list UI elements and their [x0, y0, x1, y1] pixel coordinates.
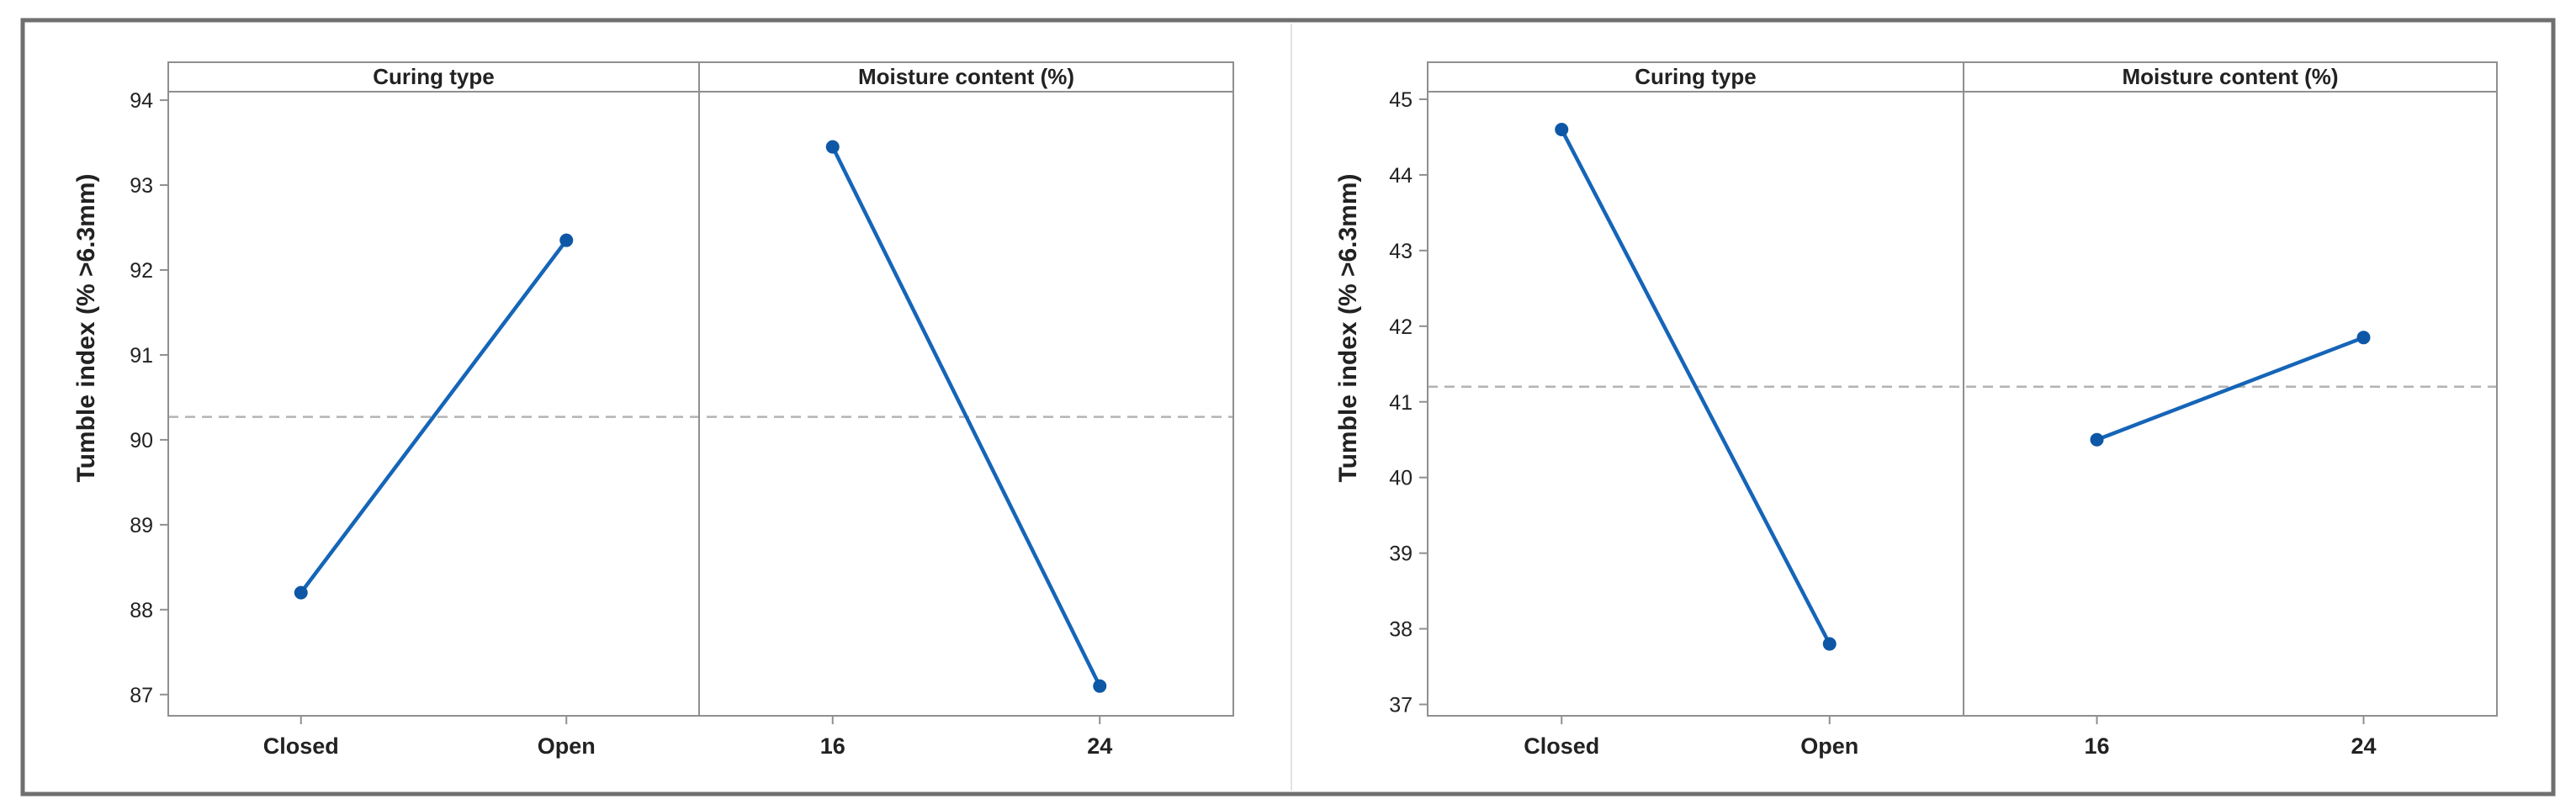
y-tick-label: 92	[130, 259, 153, 283]
series-line	[1560, 128, 1831, 645]
panel-frame	[698, 91, 1234, 717]
x-tick-label: Closed	[1524, 733, 1599, 759]
y-tick-label: 88	[130, 599, 153, 622]
panel-title: Moisture content (%)	[858, 64, 1074, 89]
y-tick-label: 45	[1389, 88, 1413, 112]
y-tick-label: 87	[130, 684, 153, 707]
panel-strip	[167, 61, 700, 93]
panel-1: Curing type Closed Open	[1427, 61, 1964, 759]
y-tick-label: 37	[1389, 694, 1413, 717]
data-point	[1822, 637, 1837, 651]
y-tick-label: 40	[1389, 467, 1413, 490]
y-tick-label: 38	[1389, 618, 1413, 642]
chart-1: Tumble index (% >6.3mm) 87 88 89 90 91 92 93 94 C…	[72, 61, 1234, 759]
series-line	[2096, 336, 2365, 442]
charts-layer: Tumble index (% >6.3mm) 87 88 89 90 91 92 93 94 C…	[72, 61, 2498, 759]
panel-2: Moisture content (%) 16 24	[1963, 61, 2498, 759]
x-tick-label: Open	[1800, 733, 1858, 759]
x-tick-label: 16	[2084, 733, 2109, 759]
data-point	[2090, 432, 2104, 447]
y-tick-label: 41	[1389, 391, 1413, 415]
data-point	[2356, 331, 2371, 345]
y-tick-label: 91	[130, 344, 153, 368]
y-tick-label: 90	[130, 429, 153, 453]
series-line	[830, 146, 1102, 687]
panel-1: Curing type Closed Open	[167, 61, 700, 759]
figure-border	[20, 18, 2556, 797]
panel-title: Moisture content (%)	[2122, 64, 2338, 89]
panel-strip	[698, 61, 1234, 93]
y-tick-label: 39	[1389, 543, 1413, 566]
y-tick-label: 93	[130, 174, 153, 198]
chart-2: Tumble index (% >6.3mm) 37 38 39 40 41 42 43 44 4…	[1334, 61, 2498, 759]
data-point	[294, 585, 308, 600]
x-tick-label: 24	[2351, 733, 2376, 759]
x-tick-label: Closed	[263, 733, 339, 759]
y-tick-label: 43	[1389, 240, 1413, 263]
y-tick-label: 89	[130, 514, 153, 537]
x-tick-label: Open	[538, 733, 596, 759]
data-point	[559, 233, 574, 247]
y-axis-label: Tumble index (% >6.3mm)	[1334, 173, 1362, 482]
x-tick-label: 24	[1087, 733, 1112, 759]
x-tick-label: 16	[820, 733, 845, 759]
y-tick-label: 42	[1389, 315, 1413, 339]
panel-strip	[1963, 61, 2498, 93]
data-point	[825, 140, 840, 154]
panel-title: Curing type	[1635, 64, 1756, 89]
y-tick-label: 94	[130, 89, 153, 113]
y-tick-label: 44	[1389, 164, 1413, 188]
y-axis-label: Tumble index (% >6.3mm)	[72, 173, 100, 482]
data-point	[1555, 122, 1569, 136]
series-line	[299, 239, 569, 594]
panel-title: Curing type	[373, 64, 494, 89]
panel-2: Moisture content (%) 16 24	[698, 61, 1234, 759]
panel-frame	[1963, 91, 2498, 717]
data-point	[1093, 679, 1107, 693]
